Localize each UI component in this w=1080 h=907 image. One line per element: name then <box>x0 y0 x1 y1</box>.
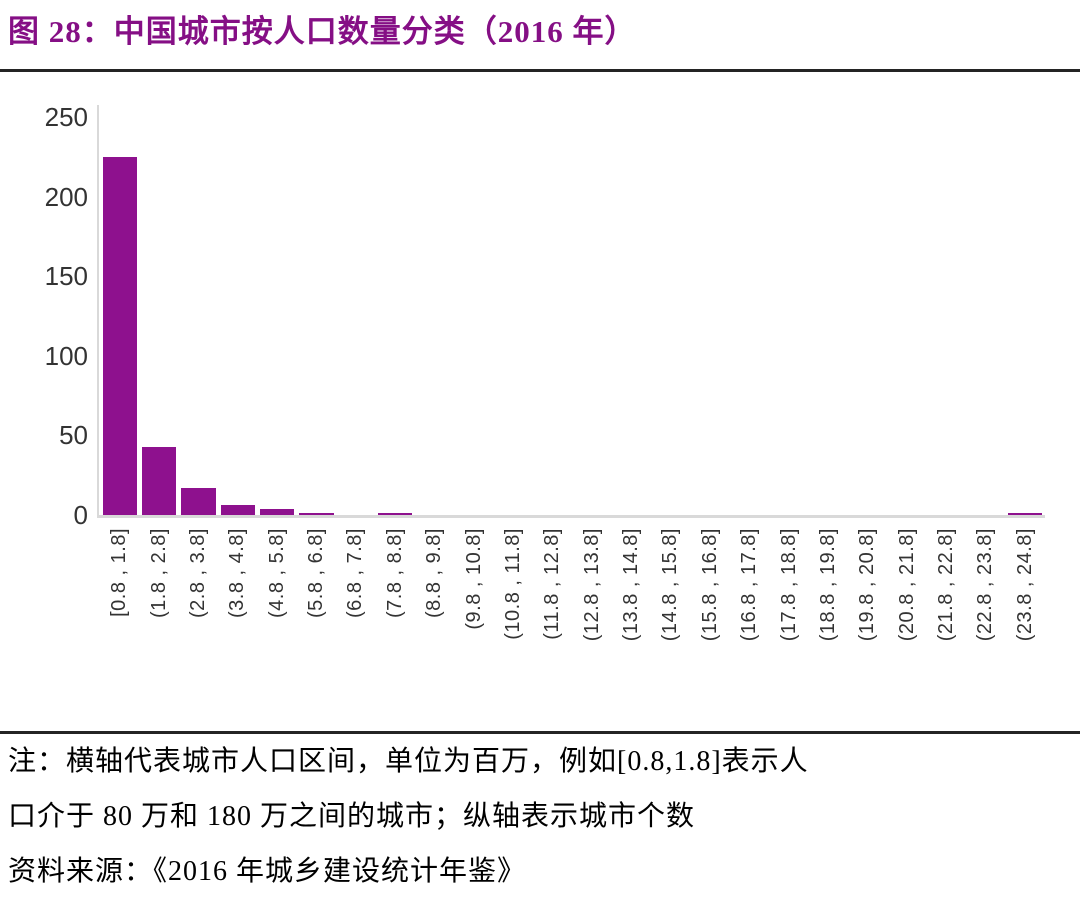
x-tick-label: (16.8 , 17.8] <box>738 528 761 642</box>
bottom-divider-line <box>0 731 1080 734</box>
top-divider-line <box>0 69 1080 72</box>
x-tick-label: (12.8 , 13.8] <box>580 528 603 642</box>
x-tick-slot: (18.8 , 19.8] <box>809 528 848 723</box>
x-axis-tick-labels: [0.8 , 1.8] (1.8 , 2.8] (2.8 , 3.8] (3.8 , … <box>100 528 1045 723</box>
x-tick-label: (11.8 , 12.8] <box>541 528 564 640</box>
x-tick-label: (4.8 , 5.8] <box>265 528 288 618</box>
y-axis-line <box>97 105 99 518</box>
x-tick-label: (9.8 , 10.8] <box>462 528 485 630</box>
x-tick-slot: (19.8 , 20.8] <box>848 528 887 723</box>
x-axis-line <box>97 515 1045 518</box>
bar <box>1008 513 1043 515</box>
x-tick-label: (23.8 , 24.8] <box>1013 528 1036 642</box>
bar-slot <box>730 117 769 515</box>
figure-title: 图 28：中国城市按人口数量分类（2016 年） <box>8 14 637 49</box>
bar-slot <box>218 117 257 515</box>
bar-slot <box>415 117 454 515</box>
x-tick-label: (19.8 , 20.8] <box>856 528 879 642</box>
x-tick-slot: (15.8 , 16.8] <box>691 528 730 723</box>
note-line-1: 注：横轴代表城市人口区间，单位为百万，例如[0.8,1.8]表示人 <box>8 746 809 777</box>
x-tick-label: (3.8 , 4.8] <box>226 528 249 618</box>
y-tick-label: 50 <box>59 420 88 451</box>
bar-slot <box>612 117 651 515</box>
x-tick-label: (14.8 , 15.8] <box>659 528 682 642</box>
bar-slot <box>454 117 493 515</box>
bar-slot <box>809 117 848 515</box>
bar-slot <box>848 117 887 515</box>
x-tick-slot: (4.8 , 5.8] <box>258 528 297 723</box>
bar <box>102 156 137 515</box>
bar <box>299 513 334 515</box>
x-tick-label: (22.8 , 23.8] <box>974 528 997 642</box>
x-tick-label: (15.8 , 16.8] <box>698 528 721 642</box>
x-tick-label: (13.8 , 14.8] <box>620 528 643 642</box>
x-tick-label: (18.8 , 19.8] <box>816 528 839 642</box>
x-tick-slot: (3.8 , 4.8] <box>218 528 257 723</box>
source-line: 资料来源：《2016 年城乡建设统计年鉴》 <box>8 856 527 887</box>
bar-slot <box>966 117 1005 515</box>
bar-slot <box>927 117 966 515</box>
x-tick-slot: (20.8 , 21.8] <box>888 528 927 723</box>
y-tick-label: 200 <box>44 181 88 212</box>
bar-slot <box>297 117 336 515</box>
x-tick-slot: (5.8 , 6.8] <box>297 528 336 723</box>
bar <box>378 513 413 515</box>
x-tick-slot: (7.8 , 8.8] <box>376 528 415 723</box>
x-tick-slot: (2.8 , 3.8] <box>179 528 218 723</box>
bar-slot <box>494 117 533 515</box>
x-tick-label: (1.8 , 2.8] <box>147 528 170 618</box>
bar-chart: 0 50 100 150 200 250 [0.8 , 1.8] (1.8 , 2.8] (2… <box>0 76 1080 726</box>
x-tick-label: (8.8 , 9.8] <box>423 528 446 618</box>
y-tick-label: 100 <box>44 340 88 371</box>
x-tick-slot: (21.8 , 22.8] <box>927 528 966 723</box>
x-tick-slot: (22.8 , 23.8] <box>966 528 1005 723</box>
plot-area <box>100 117 1045 515</box>
y-tick-label: 150 <box>44 261 88 292</box>
bar-slot <box>376 117 415 515</box>
x-tick-label: (6.8 , 7.8] <box>344 528 367 618</box>
x-tick-slot: (23.8 , 24.8] <box>1006 528 1045 723</box>
x-tick-slot: (14.8 , 15.8] <box>651 528 690 723</box>
x-tick-label: (5.8 , 6.8] <box>305 528 328 618</box>
note-line-2: 口介于 80 万和 180 万之间的城市；纵轴表示城市个数 <box>8 801 696 832</box>
bar-slot <box>769 117 808 515</box>
bar-slot <box>691 117 730 515</box>
x-tick-label: (2.8 , 3.8] <box>186 528 209 618</box>
x-tick-slot: (13.8 , 14.8] <box>612 528 651 723</box>
bar <box>181 487 216 515</box>
bar <box>260 508 295 515</box>
x-tick-label: (10.8 , 11.8] <box>501 528 524 640</box>
y-tick-label: 0 <box>73 500 88 530</box>
bar-slot <box>139 117 178 515</box>
bar-slot <box>258 117 297 515</box>
x-tick-label: [0.8 , 1.8] <box>108 528 131 617</box>
x-tick-slot: [0.8 , 1.8] <box>100 528 139 723</box>
bar-slot <box>336 117 375 515</box>
x-tick-slot: (11.8 , 12.8] <box>533 528 572 723</box>
x-tick-label: (17.8 , 18.8] <box>777 528 800 642</box>
bar <box>220 505 255 515</box>
bar-slot <box>179 117 218 515</box>
x-tick-slot: (6.8 , 7.8] <box>336 528 375 723</box>
y-tick-label: 250 <box>44 102 88 132</box>
x-tick-label: (20.8 , 21.8] <box>895 528 918 642</box>
x-tick-slot: (9.8 , 10.8] <box>454 528 493 723</box>
x-tick-slot: (17.8 , 18.8] <box>769 528 808 723</box>
bar-slot <box>100 117 139 515</box>
x-tick-slot: (16.8 , 17.8] <box>730 528 769 723</box>
x-tick-slot: (8.8 , 9.8] <box>415 528 454 723</box>
bar-slot <box>651 117 690 515</box>
bar-slot <box>888 117 927 515</box>
x-tick-slot: (1.8 , 2.8] <box>139 528 178 723</box>
bar-slot <box>573 117 612 515</box>
bar-slot <box>1006 117 1045 515</box>
bar-slot <box>533 117 572 515</box>
x-tick-slot: (10.8 , 11.8] <box>494 528 533 723</box>
footnotes: 注：横轴代表城市人口区间，单位为百万，例如[0.8,1.8]表示人 口介于 80… <box>8 740 1072 905</box>
x-tick-slot: (12.8 , 13.8] <box>573 528 612 723</box>
x-tick-label: (21.8 , 22.8] <box>935 528 958 642</box>
y-axis-tick-labels: 0 50 100 150 200 250 <box>0 76 88 726</box>
bar <box>141 446 177 515</box>
x-tick-label: (7.8 , 8.8] <box>383 528 406 618</box>
